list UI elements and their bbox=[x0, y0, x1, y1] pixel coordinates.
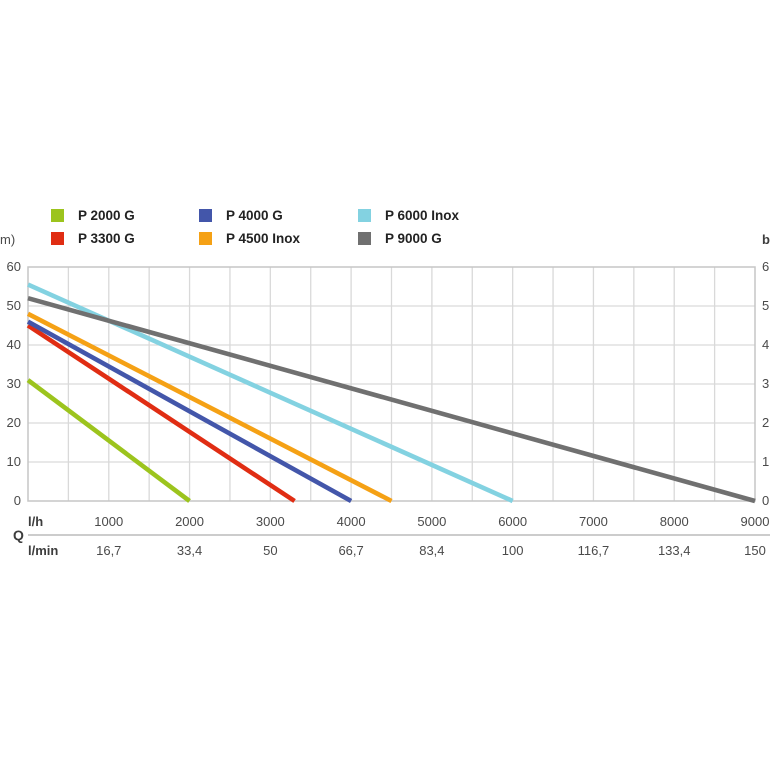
x-axis-lmin-tick-label: 50 bbox=[263, 543, 278, 558]
x-axis-lh-tick-label: 3000 bbox=[255, 514, 285, 529]
x-axis-lh-tick-label: 7000 bbox=[578, 514, 608, 529]
y-axis-left-tick-label: 0 bbox=[13, 493, 21, 508]
legend-entry-p-4000-g: P 4000 G bbox=[199, 208, 300, 223]
legend-label: P 2000 G bbox=[78, 208, 135, 223]
x-axis-lh-tick-label: 6000 bbox=[498, 514, 528, 529]
x-axis-separator-line bbox=[28, 534, 770, 536]
legend-entry-p-3300-g: P 3300 G bbox=[51, 231, 135, 246]
legend-label: P 4500 Inox bbox=[226, 231, 301, 246]
x-axis-lmin-tick-label: 150 bbox=[744, 543, 766, 558]
legend-entry-p-4500-inox: P 4500 Inox bbox=[199, 231, 301, 246]
y-axis-right-tick-label: 2 bbox=[762, 415, 770, 430]
y-axis-left-tick-label: 10 bbox=[6, 454, 21, 469]
y-axis-left-unit-label: m) bbox=[0, 232, 16, 247]
legend-entry-p-9000-g: P 9000 G bbox=[358, 231, 459, 246]
x-axis-quantity-symbol: Q bbox=[13, 527, 24, 543]
x-axis-lh-tick-label: 9000 bbox=[740, 514, 770, 529]
x-axis-lmin-tick-label: 116,7 bbox=[577, 543, 610, 558]
x-axis-lmin-tick-label: 83,4 bbox=[419, 543, 445, 558]
x-axis-lmin-tick-label: 100 bbox=[501, 543, 524, 558]
legend-column: P 2000 G P 3300 G bbox=[51, 208, 135, 255]
chart-legend: P 2000 G P 3300 G P 4000 G P 4500 Inox P 600… bbox=[51, 208, 551, 249]
legend-entry-p-2000-g: P 2000 G bbox=[51, 208, 135, 223]
legend-swatch-icon bbox=[199, 209, 212, 222]
legend-swatch-icon bbox=[358, 209, 371, 222]
legend-label: P 4000 G bbox=[226, 208, 283, 223]
x-axis-lh-tick-label: 4000 bbox=[336, 514, 366, 529]
x-axis-lmin-tick-label: 33,4 bbox=[176, 543, 203, 558]
legend-label: P 3300 G bbox=[78, 231, 135, 246]
legend-label: P 6000 Inox bbox=[385, 208, 460, 223]
y-axis-left-tick-label: 40 bbox=[6, 337, 21, 352]
legend-swatch-icon bbox=[51, 209, 64, 222]
legend-column: P 6000 Inox P 9000 G bbox=[358, 208, 460, 255]
x-axis-lh-tick-label: 8000 bbox=[659, 514, 689, 529]
x-axis-unit-lmin: l/min bbox=[28, 543, 59, 558]
y-axis-left-tick-label: 60 bbox=[6, 259, 21, 274]
series-line-p-3300-g bbox=[26, 323, 296, 503]
series-line-p-2000-g bbox=[26, 378, 191, 503]
legend-swatch-icon bbox=[199, 232, 212, 245]
y-axis-right-tick-label: 0 bbox=[762, 493, 770, 508]
y-axis-left-tick-label: 20 bbox=[6, 415, 21, 430]
y-axis-right-tick-label: 6 bbox=[762, 259, 770, 274]
series-line-p-9000-g bbox=[27, 295, 756, 504]
y-axis-right-tick-label: 5 bbox=[762, 298, 770, 313]
y-axis-right-unit-label: b bbox=[762, 232, 770, 247]
legend-swatch-icon bbox=[51, 232, 64, 245]
x-axis-lmin-tick-label: 66,7 bbox=[338, 543, 364, 558]
y-axis-right-tick-label: 3 bbox=[762, 376, 770, 391]
series-line-p-4500-inox bbox=[26, 311, 393, 504]
x-axis-lmin-tick-label: 16,7 bbox=[96, 543, 122, 558]
legend-swatch-icon bbox=[358, 232, 371, 245]
x-axis-lmin-tick-label: 133,4 bbox=[657, 543, 691, 558]
legend-entry-p-6000-inox: P 6000 Inox bbox=[358, 208, 460, 223]
x-axis-lh-tick-label: 1000 bbox=[94, 514, 124, 529]
series-line-p-4000-g bbox=[26, 319, 353, 504]
y-axis-right-tick-label: 1 bbox=[762, 454, 770, 469]
legend-label: P 9000 G bbox=[385, 231, 442, 246]
legend-column: P 4000 G P 4500 Inox bbox=[199, 208, 301, 255]
x-axis-lh-tick-label: 2000 bbox=[175, 514, 204, 529]
x-axis-lh-tick-label: 5000 bbox=[417, 514, 447, 529]
y-axis-left-tick-label: 30 bbox=[6, 376, 21, 391]
x-axis-unit-lh: l/h bbox=[28, 514, 44, 529]
y-axis-left-tick-label: 50 bbox=[6, 298, 21, 313]
y-axis-right-tick-label: 4 bbox=[762, 337, 770, 352]
